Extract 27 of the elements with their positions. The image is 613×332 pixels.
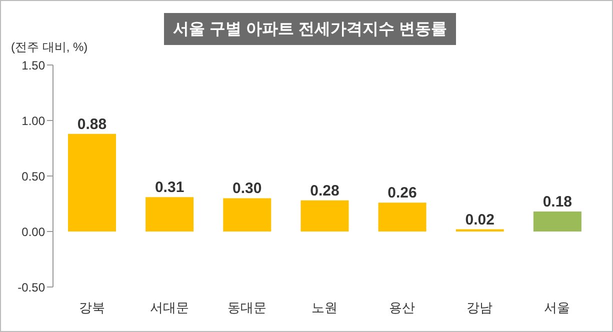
data-label: 0.88 — [77, 116, 107, 133]
bar — [68, 134, 116, 232]
chart-title: 서울 구별 아파트 전세가격지수 변동률 — [164, 13, 456, 45]
x-tick-label: 강북 — [78, 300, 105, 316]
data-label: 0.30 — [232, 180, 262, 198]
x-tick-label: 동대문 — [227, 300, 266, 316]
bar — [300, 200, 349, 232]
x-tick-label: 서대문 — [150, 300, 189, 316]
x-tick-label: 서울 — [544, 300, 570, 316]
data-label: 0.31 — [154, 179, 184, 196]
x-tick-label: 용산 — [389, 300, 416, 316]
bar — [378, 202, 426, 232]
y-tick-label: 0.00 — [22, 224, 46, 239]
bar — [533, 212, 582, 232]
y-tick-label: 1.50 — [22, 58, 46, 72]
x-tick-label: 노원 — [312, 300, 338, 316]
y-tick-label: 0.50 — [22, 169, 46, 184]
x-tick-label: 강남 — [466, 300, 493, 316]
data-label: 0.02 — [465, 211, 494, 228]
y-axis-title: (전주 대비, %) — [11, 39, 88, 56]
y-tick-label: 1.00 — [22, 114, 46, 128]
y-tick-label: -0.50 — [18, 280, 46, 294]
data-label: 0.28 — [310, 182, 340, 200]
data-label: 0.18 — [542, 194, 572, 211]
bar — [223, 198, 272, 232]
bar — [146, 197, 194, 232]
data-label: 0.26 — [388, 184, 417, 202]
